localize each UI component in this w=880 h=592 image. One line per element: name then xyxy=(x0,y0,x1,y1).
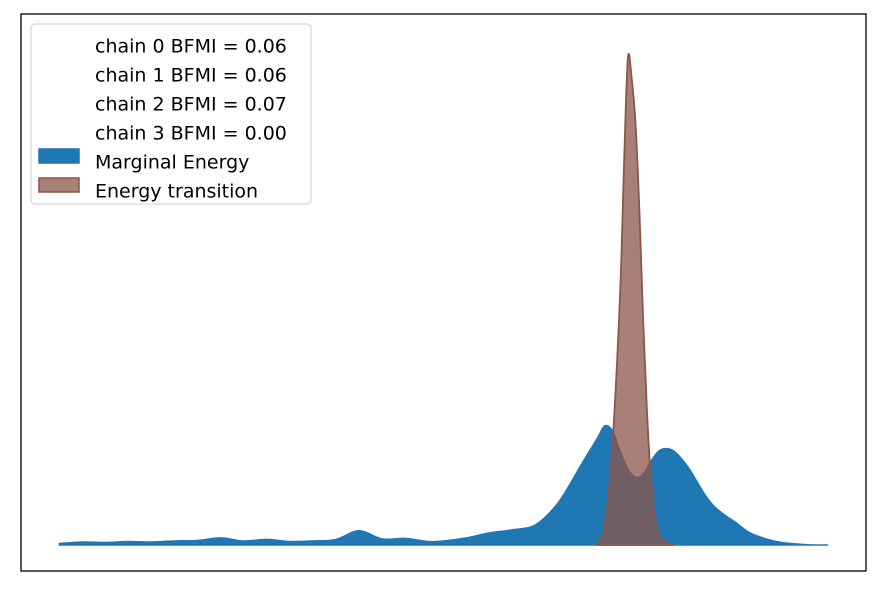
legend-swatch-marginal-energy xyxy=(38,148,80,164)
legend-label-energy-transition: Energy transition xyxy=(95,181,258,203)
legend-box xyxy=(30,23,312,205)
legend: chain 0 BFMI = 0.06 chain 1 BFMI = 0.06 … xyxy=(30,23,312,205)
series-area-energy-transition xyxy=(596,52,675,546)
legend-bfmi-chain-3: chain 3 BFMI = 0.00 xyxy=(95,123,287,145)
legend-swatch-energy-transition xyxy=(38,177,80,193)
legend-bfmi-chain-2: chain 2 BFMI = 0.07 xyxy=(95,94,287,116)
legend-bfmi-chain-0: chain 0 BFMI = 0.06 xyxy=(95,36,287,58)
legend-label-marginal-energy: Marginal Energy xyxy=(95,152,249,174)
plot-frame xyxy=(20,13,867,572)
series-layer xyxy=(58,52,829,546)
legend-bfmi-chain-1: chain 1 BFMI = 0.06 xyxy=(95,65,287,87)
